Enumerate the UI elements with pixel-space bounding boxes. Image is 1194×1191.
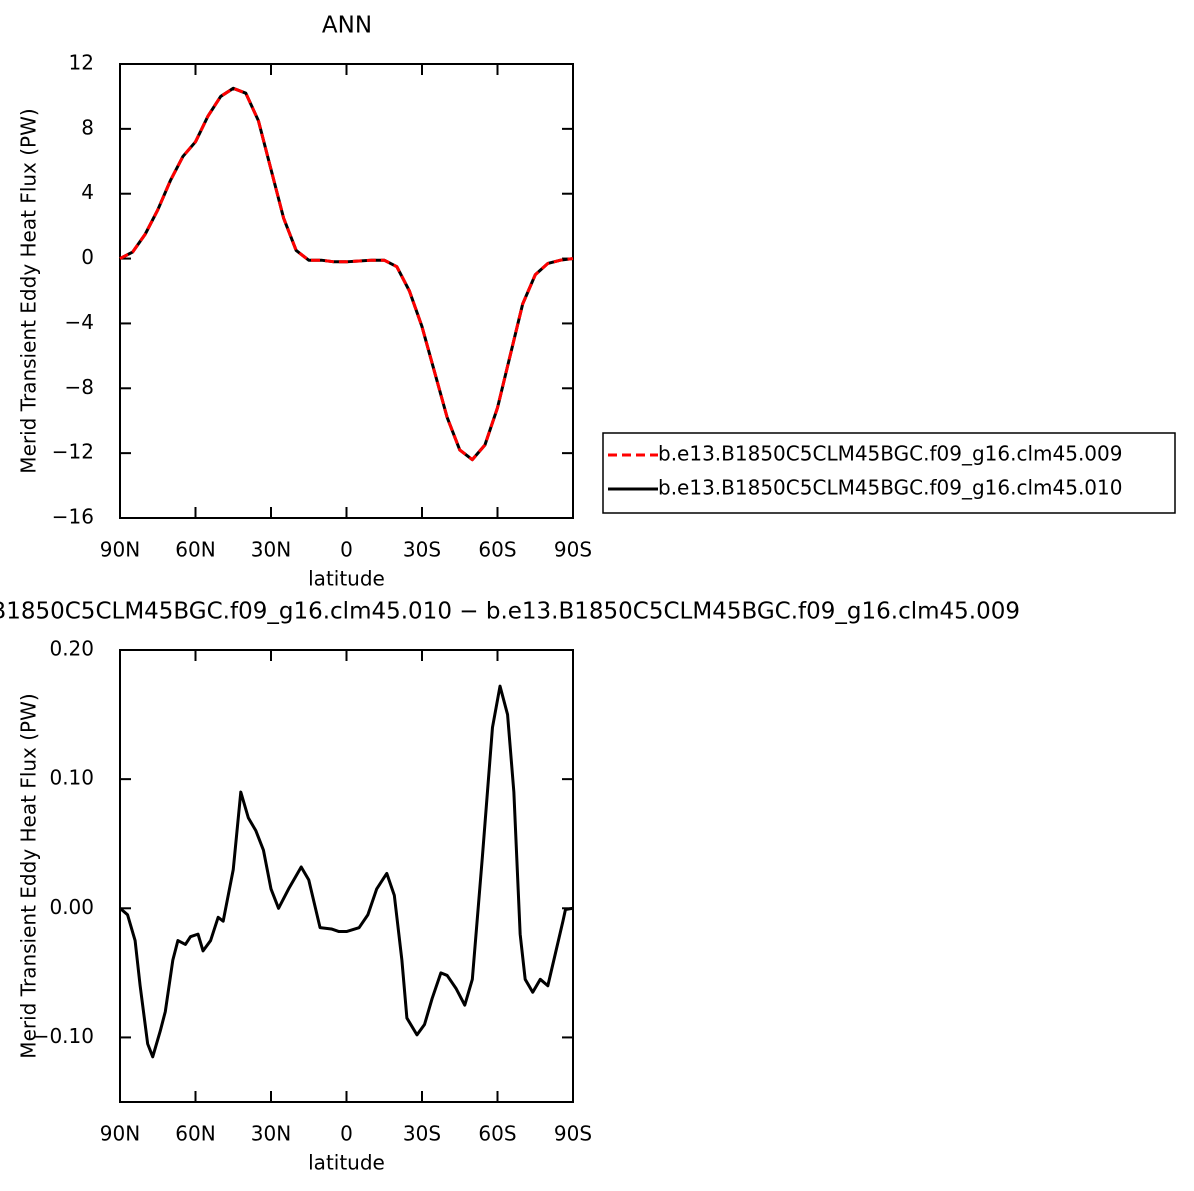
x-tick-label: 90N	[100, 538, 140, 562]
chart-title: ANN	[322, 13, 372, 39]
chart-title: b.e13.B1850C5CLM45BGC.f09_g16.clm45.010 …	[0, 599, 1020, 625]
x-tick-label: 30N	[251, 538, 291, 562]
x-tick-label: 30N	[251, 1122, 291, 1146]
y-tick-label: 0.00	[49, 895, 94, 919]
y-axis-label: Merid Transient Eddy Heat Flux (PW)	[17, 693, 41, 1058]
data-line	[119, 684, 574, 1059]
y-tick-label: 12	[69, 51, 94, 75]
y-tick-label: 0.10	[49, 766, 94, 790]
data-line	[119, 86, 574, 462]
x-tick-label: 0	[340, 1122, 353, 1146]
x-tick-label: 90S	[554, 538, 592, 562]
x-tick-label: 60N	[175, 1122, 215, 1146]
x-tick-label: 60N	[175, 538, 215, 562]
plot-frame	[119, 63, 574, 519]
x-tick-label: 30S	[403, 538, 441, 562]
y-tick-label: 8	[81, 115, 94, 139]
x-tick-label: 0	[340, 538, 353, 562]
y-axis-label: Merid Transient Eddy Heat Flux (PW)	[17, 108, 41, 473]
y-tick-label: −0.10	[33, 1024, 94, 1048]
x-tick-label: 60S	[478, 538, 516, 562]
x-tick-label: 90S	[554, 1122, 592, 1146]
x-axis-label: latitude	[308, 1151, 385, 1175]
y-tick-label: 0.20	[49, 637, 94, 661]
legend-label: b.e13.B1850C5CLM45BGC.f09_g16.clm45.010	[658, 476, 1122, 500]
y-axis-label-clip: Merid Transient Eddy Heat Flux (PW)	[17, 693, 41, 1058]
plot-frame	[119, 649, 574, 1103]
x-tick-label: 60S	[478, 1122, 516, 1146]
data-line	[119, 86, 574, 462]
y-tick-label: 0	[81, 245, 94, 269]
x-tick-label: 30S	[403, 1122, 441, 1146]
legend-box	[602, 432, 1176, 514]
y-tick-label: −12	[52, 440, 94, 464]
y-tick-label: −8	[65, 375, 94, 399]
y-tick-label: −16	[52, 505, 94, 529]
legend-label: b.e13.B1850C5CLM45BGC.f09_g16.clm45.009	[658, 442, 1122, 466]
x-tick-label: 90N	[100, 1122, 140, 1146]
y-tick-label: −4	[65, 310, 94, 334]
x-axis-label: latitude	[308, 567, 385, 591]
y-tick-label: 4	[81, 180, 94, 204]
